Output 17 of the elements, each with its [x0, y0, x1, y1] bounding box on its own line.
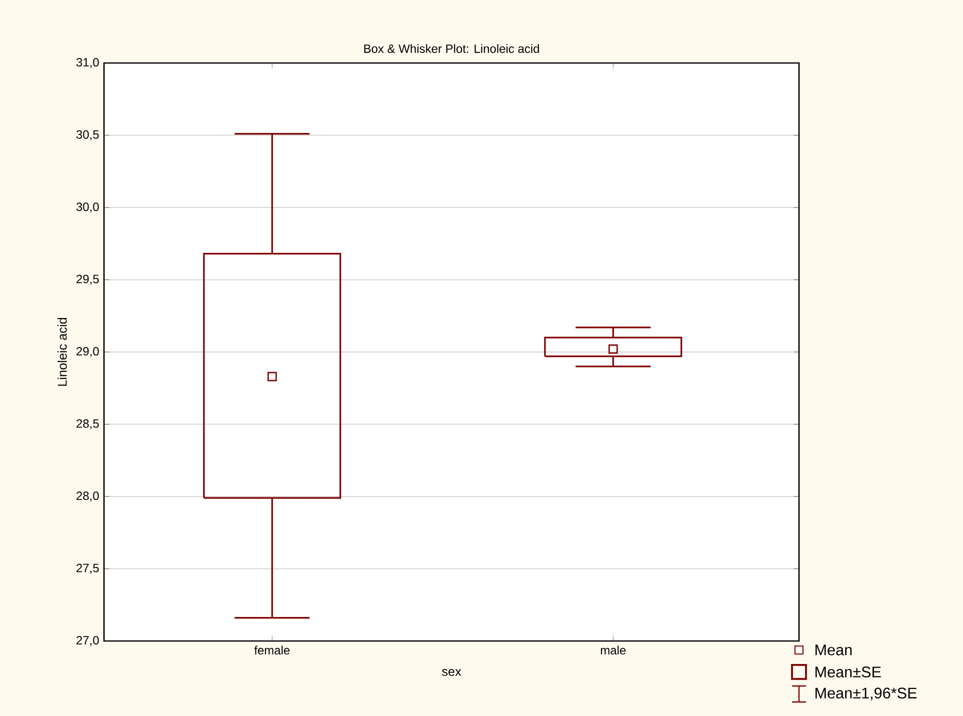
text: Mean±SE: [816, 666, 881, 678]
chart-title: Box & Whisker Plot: Linoleic acid: [364, 44, 539, 53]
text: Mean: [816, 644, 852, 656]
text: Mean±1,96*SE: [816, 688, 917, 700]
y-tick-label: 30,0: [76, 202, 99, 212]
y-tick-label: 29,0: [76, 347, 99, 357]
y-tick-label: 28,0: [76, 492, 99, 502]
y-tick-label: 29,5: [76, 274, 99, 285]
y-tick-label: 27,0: [76, 636, 99, 646]
x-axis-title: sex: [442, 668, 462, 676]
y-axis-title: Linoleic acid: [57, 318, 67, 386]
y-tick-label: 28,5: [76, 419, 99, 430]
y-tick-label: 31,0: [76, 58, 99, 68]
x-tick-label: male: [600, 646, 626, 655]
x-tick-label: female: [254, 646, 290, 655]
y-tick-label: 27,5: [76, 564, 99, 574]
y-tick-label: 30,5: [76, 130, 99, 140]
